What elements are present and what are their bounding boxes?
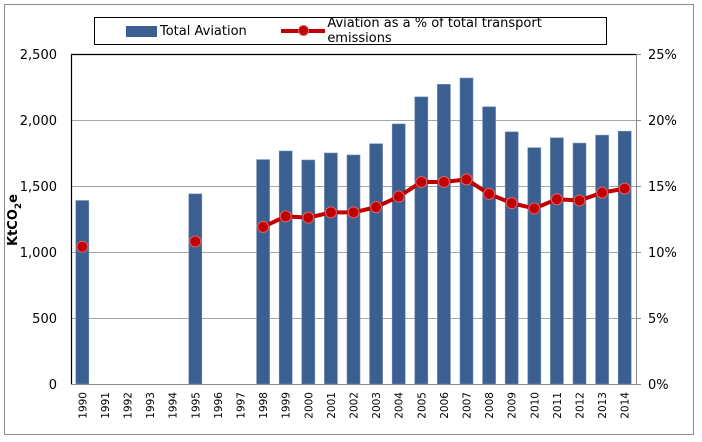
y-tick-label: 1,500 [20,180,57,195]
x-tick-label: 2003 [371,392,383,419]
x-tick-label: 2002 [349,392,361,419]
point-2007 [460,173,473,186]
y-axis-ticks: 0 500 1,000 1,500 2,000 2,500 [20,48,57,393]
point-2004 [392,190,405,203]
y-tick-label: 2,500 [20,48,57,63]
x-tick-label: 1991 [100,392,112,419]
axes [70,53,641,385]
point-2001 [324,206,337,219]
point-2005 [415,176,428,189]
point-2002 [347,206,360,219]
y2-tick-label: 20% [648,114,677,129]
y2-tick-label: 10% [648,246,677,261]
x-tick-label: 2004 [394,392,406,419]
x-tick-label: 2005 [416,392,428,419]
legend-item-total-aviation: Total Aviation [126,18,247,44]
bar-2000 [301,159,316,385]
x-tick-label: 1999 [281,392,293,419]
y-tick-label: 1,000 [20,246,57,261]
bar-2007 [459,77,474,385]
point-1990 [76,240,89,253]
bar-2014 [617,130,632,385]
bar-2005 [414,96,429,385]
point-1995 [189,235,202,248]
point-2000 [302,211,315,224]
x-tick-label: 1998 [258,392,270,419]
bar-2004 [391,123,406,385]
y-tick-label: 500 [32,312,57,327]
x-axis-ticks: 1990 1991 1992 1993 1994 1995 1996 1997 1998 1999… [77,392,631,419]
point-2006 [437,176,450,189]
bar-2002 [346,154,361,385]
legend-bar-swatch [126,25,157,37]
x-tick-label: 2014 [620,392,632,419]
x-tick-label: 2009 [507,392,519,419]
bar-2009 [504,131,519,385]
bar-series [75,77,632,385]
x-tick-label: 2006 [439,392,451,419]
bar-1995 [188,193,203,385]
legend-item-aviation-percent: Aviation as a % of total transport emiss… [281,16,606,46]
point-2013 [596,186,609,199]
x-tick-label: 2010 [529,392,541,419]
bar-2008 [482,106,496,385]
bar-2001 [324,152,338,385]
x-tick-label: 1993 [145,392,157,419]
bar-1998 [256,159,270,385]
legend-label-aviation-percent: Aviation as a % of total transport emiss… [327,16,542,46]
y-tick-label: 0 [49,378,57,393]
y-tick-label: 2,000 [20,114,57,129]
x-tick-label: 2013 [597,392,609,419]
point-2003 [370,201,383,214]
x-tick-label: 2011 [552,392,564,419]
x-tick-label: 1994 [168,392,180,419]
bar-2003 [369,143,383,385]
bar-1990 [75,200,90,385]
x-tick-label: 1997 [236,392,248,419]
x-tick-label: 2000 [303,392,315,419]
x-tick-label: 2001 [326,392,338,419]
x-tick-label: 2012 [575,392,587,419]
point-2009 [505,197,518,210]
point-2014 [618,182,631,195]
point-2012 [573,194,586,207]
y2-tick-label: 15% [648,180,677,195]
legend: Total Aviation Aviation as a % of total … [94,16,607,46]
legend-label-total-aviation: Total Aviation [160,23,247,39]
y2-axis-ticks: 0% 5% 10% 15% 20% 25% [636,48,677,393]
y2-tick-label: 5% [648,312,669,327]
x-tick-label: 1992 [123,392,135,419]
legend-line-swatch [281,25,326,37]
bar-2013 [595,134,609,385]
point-1998 [257,220,270,233]
bar-2010 [527,147,542,385]
bar-2006 [437,84,451,385]
point-2011 [550,193,563,206]
x-tick-label: 1990 [77,392,89,419]
y2-tick-label: 0% [648,378,669,393]
x-tick-label: 1996 [213,392,225,419]
bar-1999 [278,150,293,385]
point-1999 [279,210,292,223]
x-tick-label: 2008 [484,392,496,419]
point-2010 [528,202,541,215]
line-series [76,173,631,253]
x-tick-label: 1995 [190,392,202,419]
point-2008 [483,187,496,200]
y2-tick-label: 25% [648,48,677,63]
bar-2011 [550,137,564,385]
x-tick-label: 2007 [462,392,474,419]
bar-2012 [572,142,587,385]
